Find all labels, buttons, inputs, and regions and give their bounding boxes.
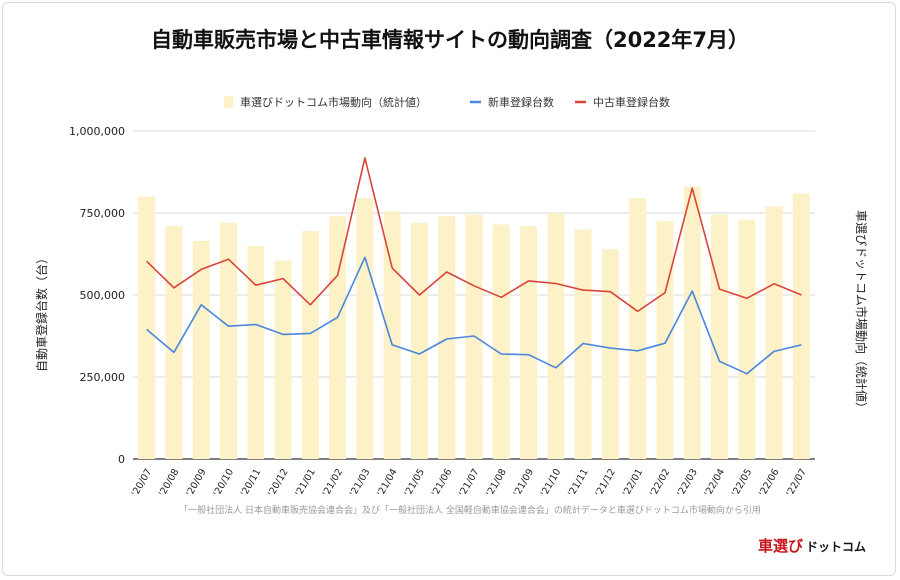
x-tick-label: '22/02 [648, 467, 673, 498]
x-tick-label: '21/05 [403, 467, 428, 498]
x-tick-label: '21/10 [539, 467, 564, 498]
source-note: 「一般社団法人 日本自動車販売協会連合会」及び「一般社団法人 全国軽自動車協会連… [179, 504, 761, 516]
market-bar [438, 216, 456, 459]
x-tick-labels: '20/07'20/08'20/09'20/10'20/11'20/12'21/… [130, 467, 809, 498]
x-tick-label: '21/08 [484, 467, 509, 498]
legend-swatch-market [224, 96, 233, 108]
market-bar [329, 216, 347, 459]
x-tick-label: '22/07 [784, 467, 809, 498]
y-tick-label: 750,000 [80, 207, 126, 220]
x-tick-label: '22/05 [730, 467, 755, 498]
market-bar [629, 198, 647, 460]
x-tick-label: '21/01 [293, 467, 318, 498]
market-bar [274, 260, 292, 459]
market-bar [656, 221, 674, 459]
x-tick-label: '20/10 [212, 467, 237, 498]
x-tick-label: '21/04 [375, 467, 400, 498]
chart-title: 自動車販売市場と中古車情報サイトの動向調査（2022年7月） [151, 28, 749, 52]
market-bar [220, 222, 237, 459]
new-registration-line [146, 256, 802, 375]
x-tick-label: '20/11 [239, 467, 264, 498]
market-bar [383, 211, 401, 459]
market-bar [192, 240, 210, 459]
market-bar [356, 198, 374, 460]
legend-label-market: 車選びドットコム市場動向（統計値） [240, 95, 427, 109]
y-tick-label: 0 [118, 453, 125, 466]
x-tick-label: '22/04 [703, 467, 728, 498]
line-series [146, 157, 802, 375]
x-tick-label: '21/12 [593, 467, 618, 498]
x-tick-label: '21/07 [457, 467, 482, 498]
market-bar [247, 245, 265, 459]
brand-logo: 車選び ドットコム [758, 537, 866, 555]
market-bar [601, 249, 619, 459]
market-bar [683, 186, 701, 459]
x-tick-label: '21/06 [430, 467, 455, 498]
legend-label-used: 中古車登録台数 [593, 95, 670, 109]
x-tick-label: '21/02 [321, 467, 346, 498]
market-bar [738, 219, 756, 459]
legend-label-new: 新車登録台数 [488, 95, 554, 109]
market-bar [547, 213, 565, 459]
market-bar [520, 226, 538, 459]
market-bar [711, 214, 728, 459]
legend: 車選びドットコム市場動向（統計値） 新車登録台数 中古車登録台数 [224, 95, 670, 109]
y-axis-label-left: 自動車登録台数（台） [34, 252, 49, 372]
used-registration-line [146, 157, 802, 313]
x-tick-label: '21/09 [512, 467, 537, 498]
y-axis-label-right: 車選びドットコム市場動向（統計値） [854, 210, 869, 414]
y-tick-label: 1,000,000 [69, 125, 125, 138]
y-tick-label: 500,000 [80, 289, 126, 302]
logo-sub-text: ドットコム [806, 540, 866, 554]
market-bar [301, 231, 319, 459]
bar-series [138, 186, 810, 460]
x-tick-label: '20/09 [184, 467, 209, 498]
y-tick-labels: 0 250,000 500,000 750,000 1,000,000 [69, 125, 125, 466]
x-tick-label: '22/01 [621, 467, 646, 498]
x-tick-label: '20/07 [130, 467, 155, 498]
x-tick-label: '20/08 [157, 467, 182, 498]
x-tick-label: '21/11 [566, 467, 591, 498]
logo-main-text: 車選び [758, 537, 803, 555]
x-tick-label: '22/03 [675, 467, 700, 498]
market-bar [765, 206, 783, 459]
x-tick-label: '22/06 [757, 467, 782, 498]
market-bar [492, 224, 510, 459]
x-tick-label: '20/12 [266, 467, 291, 498]
market-bar [792, 193, 810, 459]
y-tick-label: 250,000 [80, 371, 126, 384]
x-tick-label: '21/03 [348, 467, 373, 498]
market-bar [410, 222, 428, 459]
market-bar [138, 196, 156, 459]
